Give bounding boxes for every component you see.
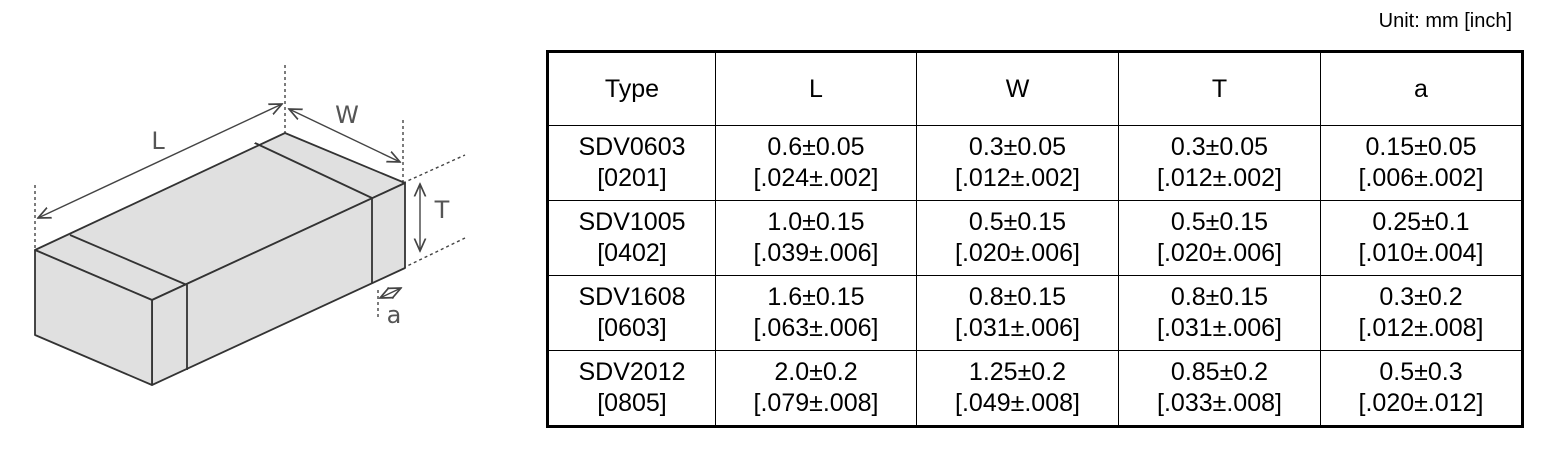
table-cell: 1.6±0.15 [.063±.006] <box>715 275 917 351</box>
table-row: SDV1608 [0603] 1.6±0.15 [.063±.006] 0.8±0.15… <box>547 275 1523 351</box>
cell-inch: [.012±.008] <box>1358 314 1484 342</box>
header-cell: W <box>916 51 1119 126</box>
table-cell: 0.15±0.05 [.006±.002] <box>1320 125 1523 201</box>
table-row: SDV0603 [0201] 0.6±0.05 [.024±.002] 0.3±0.05… <box>547 125 1523 201</box>
cell-inch: [.031±.006] <box>1157 314 1282 342</box>
cell-inch: [0402] <box>597 239 667 267</box>
cell-inch: [0805] <box>597 389 667 417</box>
table-cell: 0.25±0.1 [.010±.004] <box>1320 200 1523 276</box>
header-cell: T <box>1118 51 1321 126</box>
cell-inch: [.012±.002] <box>955 164 1080 192</box>
cell-inch: [0603] <box>597 314 667 342</box>
cell-mm: 0.3±0.2 <box>1379 283 1463 311</box>
table-cell: SDV2012 [0805] <box>547 350 716 427</box>
cell-inch: [.020±.006] <box>955 239 1080 267</box>
cell-inch: [.020±.006] <box>1157 239 1282 267</box>
table-cell: 0.85±0.2 [.033±.008] <box>1118 350 1321 427</box>
cell-inch: [.020±.012] <box>1358 389 1484 417</box>
cell-mm: 0.6±0.05 <box>767 133 865 161</box>
cell-inch: [.049±.008] <box>955 389 1080 417</box>
cell-mm: 0.3±0.05 <box>1170 133 1269 161</box>
cell-inch: [0201] <box>597 164 667 192</box>
table-cell: 0.8±0.15 [.031±.006] <box>1118 275 1321 351</box>
cell-mm: SDV0603 <box>578 133 686 161</box>
table-cell: 1.0±0.15 [.039±.006] <box>715 200 917 276</box>
cell-mm: SDV1608 <box>578 283 686 311</box>
table-cell: 0.3±0.05 [.012±.002] <box>1118 125 1321 201</box>
cell-mm: SDV2012 <box>578 358 686 386</box>
cell-mm: 0.3±0.05 <box>968 133 1067 161</box>
unit-note: Unit: mm [inch] <box>1378 10 1512 32</box>
cell-mm: 1.0±0.15 <box>767 208 865 236</box>
cell-mm: SDV1005 <box>578 208 686 236</box>
table-cell: 0.5±0.3 [.020±.012] <box>1320 350 1523 427</box>
table-cell: SDV1608 [0603] <box>547 275 716 351</box>
cell-inch: [.031±.006] <box>955 314 1080 342</box>
cell-inch: [.024±.002] <box>753 164 879 192</box>
table-cell: 0.3±0.2 [.012±.008] <box>1320 275 1523 351</box>
dimension-label: L <box>151 127 165 155</box>
cell-inch: [.079±.008] <box>753 389 879 417</box>
table-cell: SDV1005 [0402] <box>547 200 716 276</box>
cell-mm: 0.5±0.15 <box>968 208 1067 236</box>
cell-mm: 0.5±0.3 <box>1379 358 1463 386</box>
cell-mm: 0.15±0.05 <box>1365 133 1477 161</box>
cell-mm: 0.8±0.15 <box>968 283 1067 311</box>
table-cell: 0.5±0.15 [.020±.006] <box>1118 200 1321 276</box>
table-cell: 1.25±0.2 [.049±.008] <box>916 350 1119 427</box>
table-cell: 2.0±0.2 [.079±.008] <box>715 350 917 427</box>
cell-mm: 2.0±0.2 <box>774 358 858 386</box>
table-cell: 0.8±0.15 [.031±.006] <box>916 275 1119 351</box>
header-cell: Type <box>547 51 716 126</box>
dimension-label: T <box>434 196 450 224</box>
cell-inch: [.063±.006] <box>753 314 879 342</box>
cell-mm: 1.25±0.2 <box>968 358 1067 386</box>
cell-inch: [.033±.008] <box>1157 389 1282 417</box>
table-row: SDV2012 [0805] 2.0±0.2 [.079±.008] 1.25±0.2 [… <box>547 350 1523 427</box>
dimension-label: W <box>335 101 359 129</box>
table-row: SDV1005 [0402] 1.0±0.15 [.039±.006] 0.5±0.15… <box>547 200 1523 276</box>
cell-inch: [.039±.006] <box>753 239 879 267</box>
header-cell: L <box>715 51 917 126</box>
header-cell: a <box>1320 51 1523 126</box>
cell-inch: [.012±.002] <box>1157 164 1282 192</box>
cell-mm: 0.85±0.2 <box>1170 358 1269 386</box>
cell-mm: 0.25±0.1 <box>1372 208 1470 236</box>
cell-mm: 0.8±0.15 <box>1170 283 1269 311</box>
cell-mm: 0.5±0.15 <box>1170 208 1269 236</box>
table-cell: 0.6±0.05 [.024±.002] <box>715 125 917 201</box>
cell-inch: [.010±.004] <box>1358 239 1484 267</box>
cell-mm: 1.6±0.15 <box>767 283 865 311</box>
table-cell: 0.5±0.15 [.020±.006] <box>916 200 1119 276</box>
chip-diagram: L W T a <box>34 65 466 386</box>
table-cell: SDV0603 [0201] <box>547 125 716 201</box>
table-cell: 0.3±0.05 [.012±.002] <box>916 125 1119 201</box>
cell-inch: [.006±.002] <box>1358 164 1484 192</box>
dimension-label: a <box>387 301 402 329</box>
